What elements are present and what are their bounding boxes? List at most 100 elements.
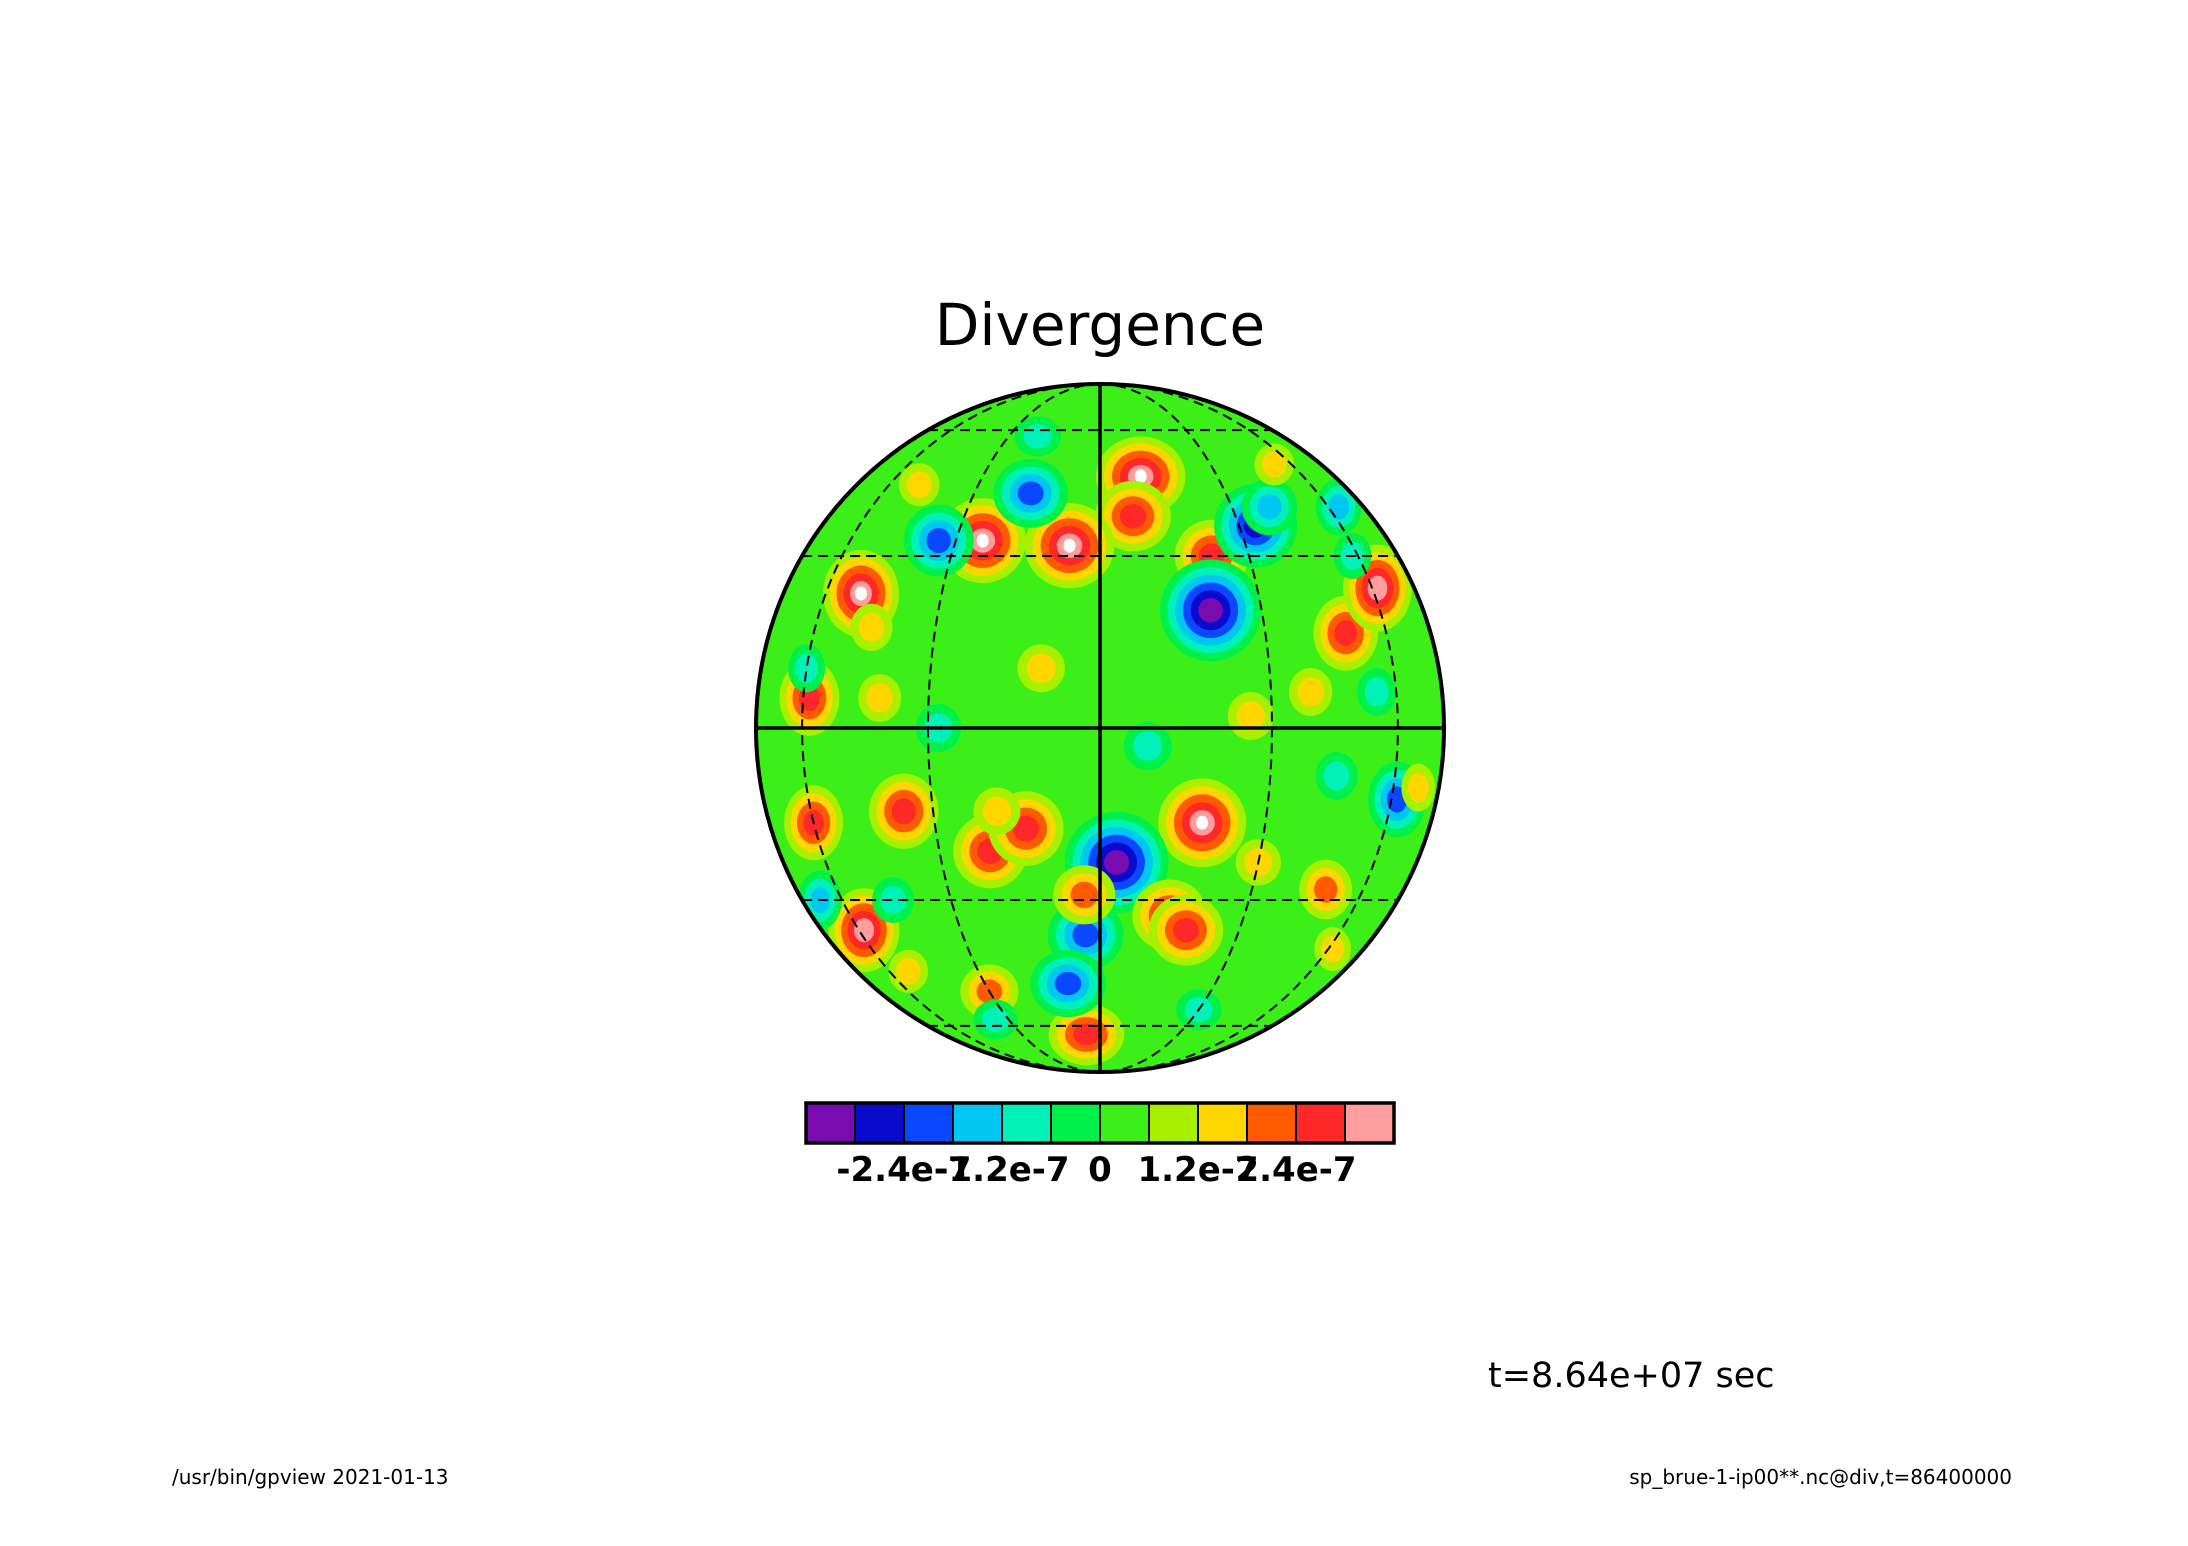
colorbar-swatch <box>1295 1102 1346 1144</box>
field-contour <box>1367 575 1388 601</box>
globe-map <box>754 382 1446 1074</box>
field-cell <box>898 463 940 507</box>
field-contour <box>982 796 1012 826</box>
field-cell <box>788 644 826 693</box>
field-contour <box>1012 815 1040 842</box>
field-cell <box>869 773 939 849</box>
field-contour <box>1023 424 1053 449</box>
field-cell <box>1401 763 1436 812</box>
field-contour <box>1133 731 1163 761</box>
field-contour <box>1070 881 1099 908</box>
field-contour <box>1323 761 1350 791</box>
field-contour <box>1017 481 1044 506</box>
field-contour <box>1364 677 1389 707</box>
field-contour <box>1257 494 1282 520</box>
field-cell <box>973 999 1018 1040</box>
field-max-marker <box>855 586 867 601</box>
field-contour <box>1314 876 1338 903</box>
field-contour <box>795 653 818 683</box>
field-cell <box>1315 752 1358 800</box>
colorbar-swatch <box>952 1102 1003 1144</box>
field-cell <box>993 459 1068 528</box>
field-max-marker <box>976 533 989 548</box>
field-cell <box>1288 668 1333 716</box>
field-cell <box>1148 894 1224 966</box>
field-contour <box>896 957 921 985</box>
field-contour <box>926 528 951 554</box>
divergence-field <box>756 384 1444 1072</box>
field-cell <box>850 603 893 652</box>
colorbar-swatch <box>1099 1102 1150 1144</box>
field-contour <box>1119 504 1147 529</box>
colorbar-tick-label: -1.2e-7 <box>934 1150 1069 1190</box>
colorbar-swatch <box>1148 1102 1199 1144</box>
field-cell <box>1299 859 1353 920</box>
colorbar-swatch <box>1001 1102 1052 1144</box>
field-max-marker <box>1063 538 1076 553</box>
field-cell <box>858 674 902 722</box>
field-contour <box>853 918 875 943</box>
colorbar-swatch <box>1050 1102 1101 1144</box>
field-contour <box>1262 451 1287 478</box>
field-cell <box>888 949 929 993</box>
field-contour <box>906 471 932 499</box>
colorbar: -2.4e-7-1.2e-7 0 1.2e-72.4e-7 <box>804 1101 1396 1190</box>
colorbar-tick-label: 2.4e-7 <box>1235 1150 1356 1190</box>
colorbar-swatch <box>903 1102 954 1144</box>
field-contour <box>1026 653 1056 683</box>
field-cell <box>1123 722 1172 770</box>
chart-title: Divergence <box>935 291 1265 359</box>
field-contour <box>1236 701 1265 731</box>
field-cell <box>1315 478 1362 536</box>
colorbar-swatch <box>805 1102 856 1144</box>
field-contour <box>1072 922 1099 948</box>
field-contour <box>858 612 885 642</box>
field-contour <box>1297 677 1324 707</box>
colorbar-swatch <box>1197 1102 1248 1144</box>
field-cell <box>1053 865 1116 925</box>
field-contour <box>1334 620 1357 647</box>
colorbar-swatch <box>1344 1102 1395 1144</box>
colorbar-tick-label: -2.4e-7 <box>836 1150 971 1190</box>
field-contour <box>891 798 916 825</box>
field-cell <box>903 504 974 577</box>
colorbar-frame <box>804 1101 1396 1145</box>
field-cell <box>1024 503 1115 589</box>
footer-left: /usr/bin/gpview 2021-01-13 <box>172 1465 449 1489</box>
field-contour <box>866 683 893 713</box>
field-cell <box>1095 481 1171 552</box>
colorbar-swatch <box>1246 1102 1297 1144</box>
field-cell <box>1357 668 1397 716</box>
field-contour <box>1073 1023 1100 1046</box>
colorbar-tick-label: 0 <box>1088 1150 1112 1190</box>
field-contour <box>880 885 906 915</box>
field-cell <box>1160 559 1262 662</box>
field-contour <box>1198 598 1223 623</box>
graticule <box>756 383 1444 1073</box>
globe-outline <box>754 382 1446 1074</box>
field-contour <box>1054 971 1082 996</box>
field-contour <box>1328 494 1350 520</box>
time-label: t=8.64e+07 sec <box>1488 1356 1775 1396</box>
footer-right: sp_brue-1-ip00**.nc@div,t=86400000 <box>1629 1465 2012 1489</box>
field-contour <box>1321 935 1344 963</box>
field-cell <box>1227 692 1274 740</box>
field-cell <box>1158 778 1247 868</box>
colorbar-tick-label: 1.2e-7 <box>1137 1150 1258 1190</box>
field-cell <box>1017 644 1065 693</box>
field-contour <box>1173 917 1199 943</box>
field-cell <box>1314 927 1351 972</box>
field-cell <box>1241 478 1298 536</box>
field-max-marker <box>1196 815 1209 830</box>
field-cell <box>973 787 1021 835</box>
field-cell <box>872 877 915 923</box>
field-contour <box>981 1007 1010 1032</box>
field-max-marker <box>1134 469 1147 484</box>
field-cell <box>1343 544 1412 632</box>
field-contour <box>1407 773 1429 803</box>
field-cell <box>1030 950 1106 1018</box>
field-contour <box>1104 850 1130 875</box>
field-cell <box>1254 443 1294 486</box>
colorbar-swatch <box>854 1102 905 1144</box>
